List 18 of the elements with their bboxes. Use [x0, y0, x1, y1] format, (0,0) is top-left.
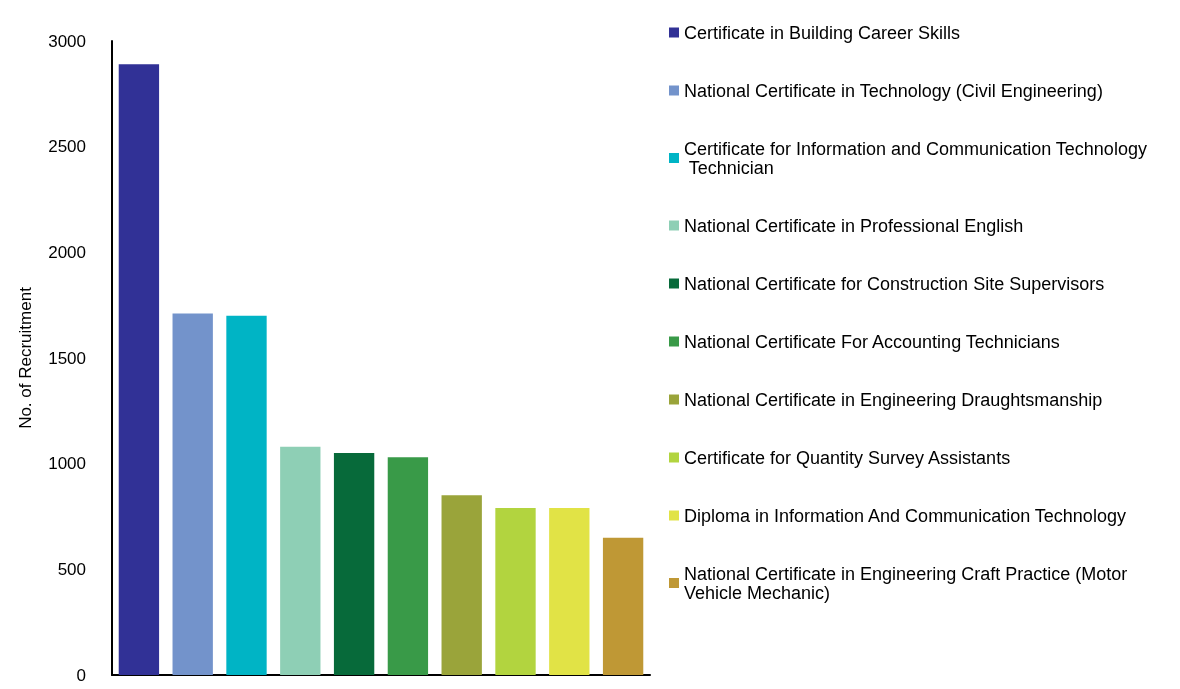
legend-label: Certificate for Information and Communication Technology Technician: [684, 138, 1147, 178]
y-tick-label: 1000: [48, 454, 86, 474]
legend-label: National Certificate For Accounting Technicians: [684, 331, 1060, 352]
legend-label: Diploma in Information And Communication Technology: [684, 505, 1126, 526]
legend-label: National Certificate in Professional English: [684, 215, 1024, 236]
legend-label: National Certificate in Engineering Craft Practice (Motor Vehicle Mechanic): [684, 563, 1133, 603]
legend-label: National Certificate in Technology (Civil Engineering): [684, 80, 1103, 101]
legend-label: National Certificate for Construction Site Supervisors: [684, 273, 1105, 294]
y-tick-label: 1500: [48, 348, 86, 368]
y-axis-title: No. of Recruitment: [16, 286, 35, 429]
y-tick-label: 2000: [48, 242, 86, 262]
legend-label: Certificate for Quantity Survey Assistants: [684, 447, 1011, 468]
y-tick-label: 0: [76, 665, 86, 685]
legend-label: Certificate in Building Career Skills: [684, 22, 961, 43]
y-tick-label: 500: [57, 559, 86, 579]
y-tick-label: 2500: [48, 137, 86, 157]
y-tick-label: 3000: [48, 31, 86, 51]
legend-label: National Certificate in Engineering Draughtsmanship: [684, 389, 1103, 410]
